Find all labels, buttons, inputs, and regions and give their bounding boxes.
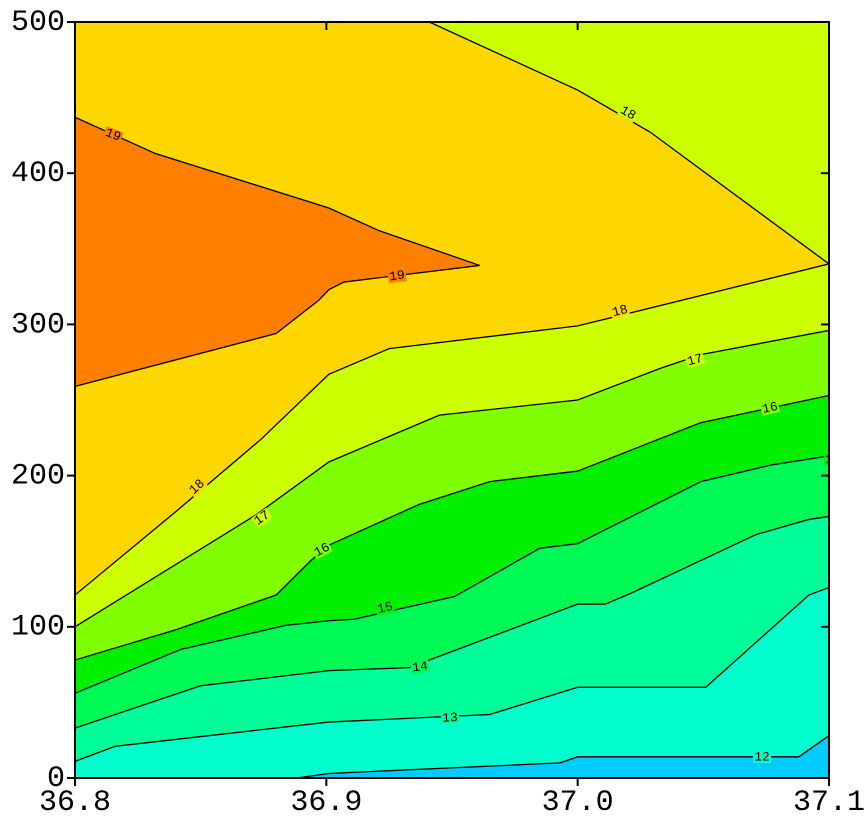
contour-line (75, 116, 480, 388)
contour-label: 15 (376, 599, 394, 617)
y-tick-label: 300 (11, 308, 65, 342)
contour-line (429, 22, 829, 265)
contour-label: 18 (618, 103, 639, 124)
contour-label: 19 (103, 125, 123, 145)
contour-label-bg (609, 303, 631, 319)
x-tick-label: 36.8 (39, 786, 111, 816)
contour-line (75, 515, 829, 729)
contour-label-bg (251, 507, 273, 529)
contour-label: 15 (824, 450, 842, 467)
y-tick-label: 400 (11, 157, 65, 191)
contour-label: 12 (754, 749, 770, 764)
contour-label-bg (186, 476, 208, 498)
contour-label-bg (311, 540, 333, 560)
contour-label-bg (102, 126, 124, 144)
contour-label-bg (387, 268, 407, 284)
contour-label: 17 (686, 351, 705, 370)
contour-label-bg (759, 400, 781, 416)
contour-label-bg (374, 600, 396, 616)
contour-fill (429, 22, 829, 264)
contour-label: 18 (611, 302, 630, 320)
contour-label: 19 (388, 267, 406, 284)
contour-line (75, 586, 829, 762)
contour-label: 16 (312, 540, 333, 561)
y-tick-label: 200 (11, 460, 65, 494)
y-tick-label: 500 (11, 6, 65, 40)
contour-line (75, 455, 829, 694)
contour-line (296, 735, 829, 778)
y-tick-label: 0 (47, 762, 65, 796)
contour-label: 16 (761, 399, 779, 417)
contour-label: 13 (442, 710, 458, 726)
contour-fill (75, 22, 829, 596)
x-tick-label: 36.9 (290, 786, 362, 816)
plot-frame (74, 21, 830, 779)
contour-fill (75, 117, 480, 387)
y-tick-label: 100 (11, 611, 65, 645)
contour-line (75, 394, 829, 661)
contour-label-bg (410, 659, 430, 675)
contour-label: 17 (251, 507, 272, 528)
contour-label-bg (617, 103, 639, 123)
x-tick-label: 37.0 (542, 786, 614, 816)
contour-label-bg (440, 711, 460, 725)
contour-label-bg (753, 751, 771, 763)
contour-label-bg (684, 351, 706, 369)
contour-line (75, 263, 829, 596)
x-tick-label: 37.1 (793, 786, 865, 816)
contour-label: 14 (411, 658, 429, 675)
